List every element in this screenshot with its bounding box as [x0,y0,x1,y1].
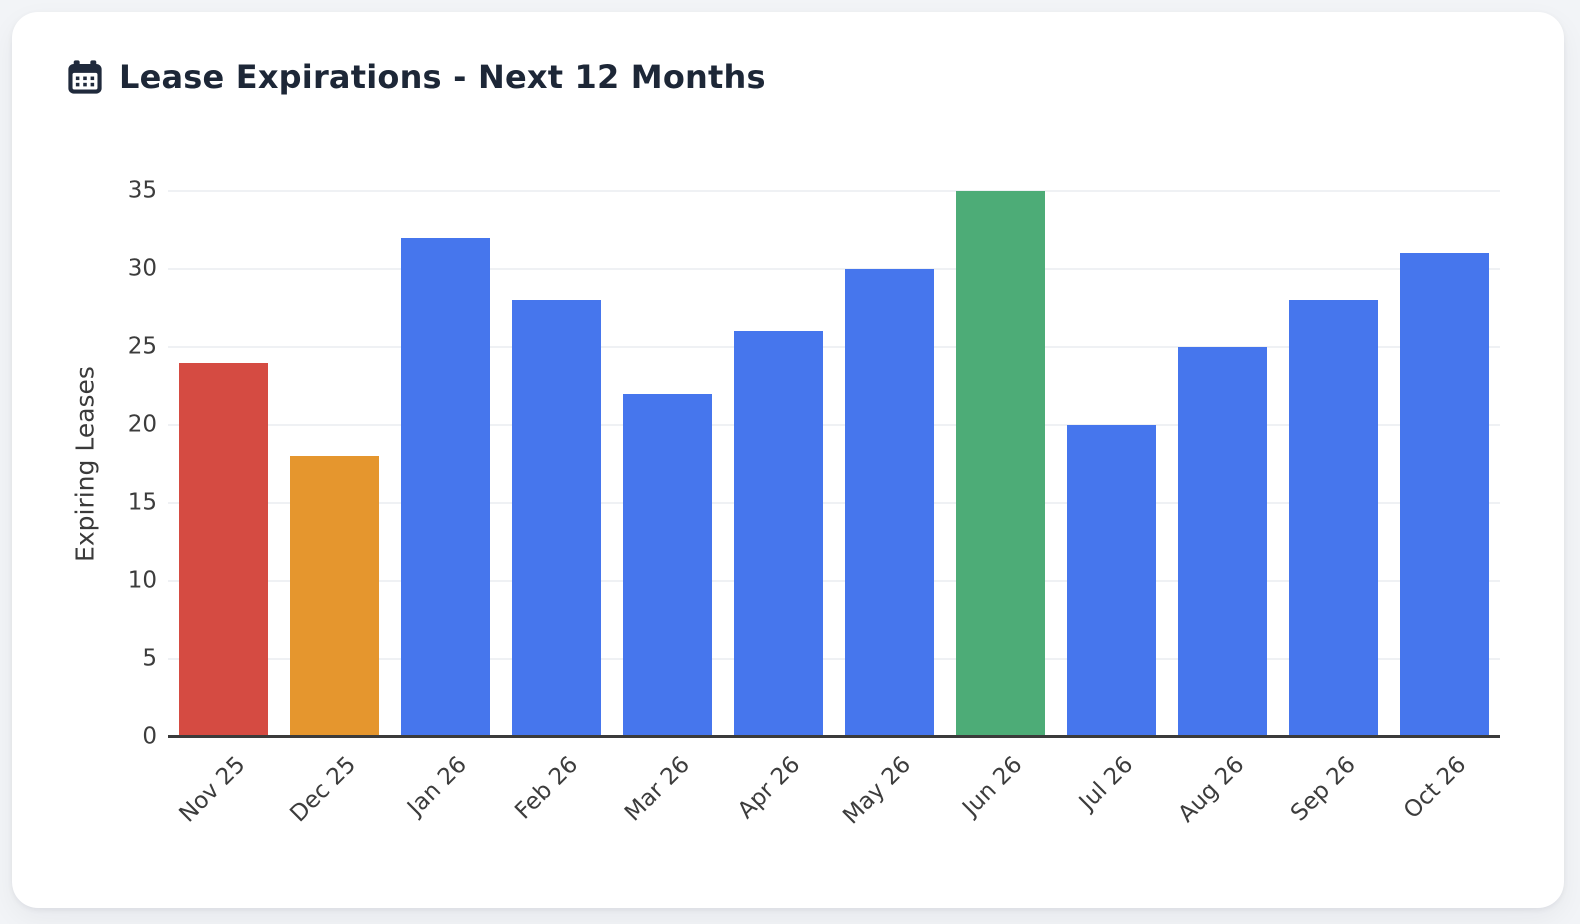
bar-apr-26[interactable] [734,331,823,735]
bar-may-26[interactable] [845,269,934,735]
x-tick-label: May 26 [838,751,917,830]
y-tick-label: 5 [142,645,157,672]
y-tick-label: 25 [127,333,157,360]
x-tick-label: Mar 26 [619,751,695,827]
bar-slot [390,237,501,735]
gridline [168,502,1500,504]
bar-nov-25[interactable] [179,362,268,735]
bar-sep-26[interactable] [1289,300,1378,735]
y-tick-label: 0 [142,723,157,750]
x-tick-label: Oct 26 [1399,751,1472,824]
bar-slot [1278,300,1389,735]
x-tick-label: Aug 26 [1173,751,1250,828]
y-tick-label: 20 [127,411,157,438]
bar-slot [723,331,834,735]
bar-jul-26[interactable] [1067,425,1156,735]
y-tick-label: 30 [127,255,157,282]
gridline [168,346,1500,348]
chart-title: Lease Expirations - Next 12 Months [119,58,766,96]
calendar-icon [68,60,102,94]
x-tick-label: Apr 26 [733,751,806,824]
gridline [168,190,1500,192]
x-tick-label: Jun 26 [957,751,1028,822]
x-tick-label: Jul 26 [1074,751,1139,816]
x-tick-label: Feb 26 [510,751,584,825]
x-tick-label: Nov 25 [174,751,251,828]
bar-slot [945,191,1056,735]
x-tick-label: Jan 26 [403,751,473,821]
bar-oct-26[interactable] [1400,253,1489,735]
y-axis-title: Expiring Leases [70,366,100,562]
gridline [168,658,1500,660]
bar-feb-26[interactable] [512,300,601,735]
bar-mar-26[interactable] [623,393,712,735]
gridline [168,268,1500,270]
gridline [168,424,1500,426]
bar-jun-26[interactable] [956,191,1045,735]
bars-layer [168,191,1500,735]
x-tick-label: Sep 26 [1285,751,1361,827]
bar-slot [279,456,390,735]
x-axis-line [168,735,1500,738]
bar-slot [834,269,945,735]
bar-dec-25[interactable] [290,456,379,735]
bar-jan-26[interactable] [401,237,490,735]
chart-card: Lease Expirations - Next 12 Months Expir… [12,12,1564,908]
bar-slot [1056,425,1167,735]
bar-slot [1167,347,1278,735]
bar-slot [1389,253,1500,735]
bar-slot [168,362,279,735]
y-tick-label: 15 [127,489,157,516]
gridline [168,580,1500,582]
bar-slot [501,300,612,735]
y-tick-label: 10 [127,567,157,594]
chart-header: Lease Expirations - Next 12 Months [66,58,766,96]
x-tick-label: Dec 25 [285,751,362,828]
bar-slot [612,393,723,735]
bar-aug-26[interactable] [1178,347,1267,735]
plot-area[interactable]: 0 5 10 15 20 25 30 35 Nov 25 Dec 25 Jan 26 Feb 26 M… [128,179,1500,829]
y-tick-label: 35 [127,177,157,204]
